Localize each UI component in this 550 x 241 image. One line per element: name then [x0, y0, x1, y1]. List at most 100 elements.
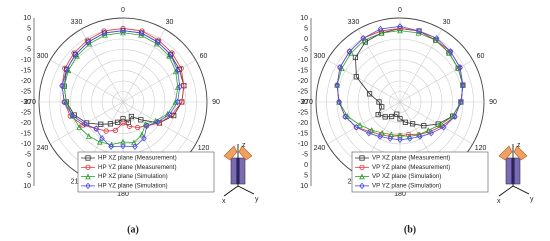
r-tick-label: -20 — [298, 78, 308, 85]
marker — [379, 129, 385, 136]
marker — [85, 133, 92, 139]
marker — [402, 119, 409, 125]
theta-tick-label: 300 — [37, 53, 49, 60]
marker — [126, 123, 133, 129]
r-tick-label: 0 — [304, 36, 308, 43]
antenna-arm — [498, 145, 513, 161]
antenna-arm — [223, 145, 238, 161]
marker — [377, 25, 384, 33]
marker — [63, 98, 70, 105]
r-tick-label: 0 — [27, 162, 31, 169]
grid-spoke — [327, 101, 401, 145]
marker — [336, 98, 342, 106]
marker — [342, 113, 348, 121]
r-tick-label: 10 — [300, 15, 308, 22]
marker — [458, 98, 464, 106]
marker — [76, 124, 83, 130]
marker — [334, 81, 340, 89]
marker — [85, 38, 92, 46]
r-tick-label: -5 — [302, 46, 308, 53]
marker — [359, 155, 365, 161]
marker — [361, 37, 368, 43]
marker — [93, 125, 99, 133]
marker — [174, 67, 181, 74]
r-tick-label: -20 — [21, 120, 31, 127]
marker — [174, 84, 181, 90]
legend-label: HP YZ plane (Measurement) — [98, 164, 177, 171]
marker — [138, 29, 145, 37]
marker — [72, 51, 79, 58]
legend-label: VP YZ plane (Measurement) — [372, 164, 450, 171]
marker — [359, 173, 365, 180]
caption: (b) — [404, 224, 416, 235]
theta-tick-label: 0 — [398, 7, 402, 14]
marker — [154, 118, 161, 126]
marker — [139, 131, 145, 138]
icon-label: x — [497, 198, 501, 205]
marker — [357, 122, 363, 128]
marker — [346, 48, 353, 55]
marker — [366, 91, 373, 97]
series-line — [336, 25, 464, 141]
r-tick-label: -25 — [21, 109, 31, 116]
theta-tick-label: 30 — [166, 19, 174, 26]
theta-tick-label: 270 — [301, 99, 313, 106]
marker — [59, 82, 65, 90]
marker — [352, 54, 359, 61]
marker — [120, 138, 126, 145]
marker — [74, 52, 80, 59]
series-line — [355, 28, 464, 127]
marker — [455, 65, 462, 71]
marker — [132, 143, 138, 150]
icon-label: y — [530, 196, 534, 203]
series-line — [61, 30, 181, 148]
theta-tick-label: 330 — [348, 19, 360, 26]
marker — [397, 136, 403, 144]
grid-spoke — [50, 59, 124, 103]
legend-label: VP XZ plane (Simulation) — [372, 173, 441, 180]
marker — [120, 27, 126, 34]
r-tick-label: 0 — [304, 162, 308, 169]
marker — [359, 182, 365, 190]
r-tick-label: 0 — [27, 36, 31, 43]
marker — [153, 40, 160, 47]
marker — [452, 113, 458, 121]
theta-tick-label: 180 — [394, 191, 406, 198]
marker — [397, 27, 403, 34]
marker — [135, 124, 141, 131]
marker — [446, 49, 452, 56]
r-tick-label: -10 — [21, 57, 31, 64]
r-tick-label: 10 — [23, 15, 31, 22]
marker — [387, 135, 393, 142]
marker — [167, 51, 174, 58]
marker — [417, 133, 423, 140]
marker — [181, 83, 187, 89]
marker — [409, 121, 416, 127]
r-tick-label: 10 — [300, 183, 308, 190]
marker — [85, 164, 91, 170]
marker — [421, 123, 427, 129]
r-tick-label: -15 — [21, 67, 31, 74]
legend-label: VP XZ plane (Measurement) — [372, 155, 450, 162]
r-tick-label: 5 — [27, 172, 31, 179]
r-tick-label: -15 — [298, 130, 308, 137]
marker — [338, 65, 345, 71]
marker — [425, 127, 432, 133]
marker — [166, 52, 172, 59]
marker — [172, 68, 179, 75]
r-tick-label: -5 — [302, 151, 308, 158]
marker — [85, 173, 91, 180]
marker — [61, 98, 67, 106]
marker — [377, 133, 383, 140]
theta-tick-label: 0 — [121, 7, 125, 14]
marker — [174, 98, 181, 106]
marker — [108, 143, 114, 150]
marker — [394, 111, 400, 117]
marker — [378, 29, 385, 36]
marker — [368, 127, 375, 133]
theta-tick-label: 300 — [314, 53, 326, 60]
marker — [440, 123, 447, 131]
marker — [172, 98, 179, 105]
marker — [65, 67, 72, 74]
